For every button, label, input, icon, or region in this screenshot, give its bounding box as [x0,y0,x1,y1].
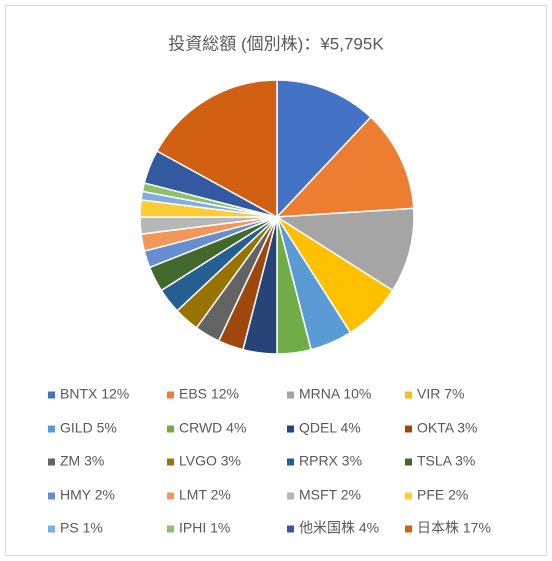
legend-marker [287,425,294,433]
legend-marker [287,492,294,500]
chart-title: 投資総額 (個別株)：¥5,795K [168,34,384,53]
legend-label: LVGO 3% [179,453,241,469]
legend-label: EBS 12% [179,386,239,402]
legend-marker [287,458,294,466]
legend-marker [48,525,55,533]
legend-label: 他米国株 4% [299,520,379,536]
pie-slice [276,79,372,219]
pie-slice [155,79,278,219]
pie-slice [274,207,415,292]
legend-label: OKTA 3% [417,420,477,436]
legend-marker [48,391,55,399]
legend-marker [405,425,412,433]
legend-label: 日本株 17% [417,520,491,536]
legend-label: PFE 2% [417,487,468,503]
legend-marker [167,525,174,533]
legend-marker [167,458,174,466]
legend-label: MSFT 2% [299,487,361,503]
legend-label: ZM 3% [60,453,104,469]
legend-label: MRNA 10% [299,386,371,402]
legend-label: VIR 7% [417,386,464,402]
pie-slice [275,116,415,218]
legend-label: LMT 2% [179,487,231,503]
legend-label: BNTX 12% [60,386,129,402]
legend-marker [167,425,174,433]
legend-label: CRWD 4% [179,420,246,436]
legend-label: TSLA 3% [417,453,475,469]
legend-marker [167,391,174,399]
legend-marker [405,525,412,533]
legend-label: QDEL 4% [299,420,361,436]
legend-marker [405,458,412,466]
legend-label: HMY 2% [60,487,115,503]
legend-marker [287,391,294,399]
legend-label: IPHI 1% [179,520,230,536]
legend-label: GILD 5% [60,420,117,436]
legend-label: RPRX 3% [299,453,362,469]
legend-marker [48,458,55,466]
legend-marker [405,391,412,399]
legend-marker [287,525,294,533]
legend-marker [405,492,412,500]
legend-marker [167,492,174,500]
legend-marker [48,492,55,500]
legend-marker [48,425,55,433]
legend-label: PS 1% [60,520,103,536]
